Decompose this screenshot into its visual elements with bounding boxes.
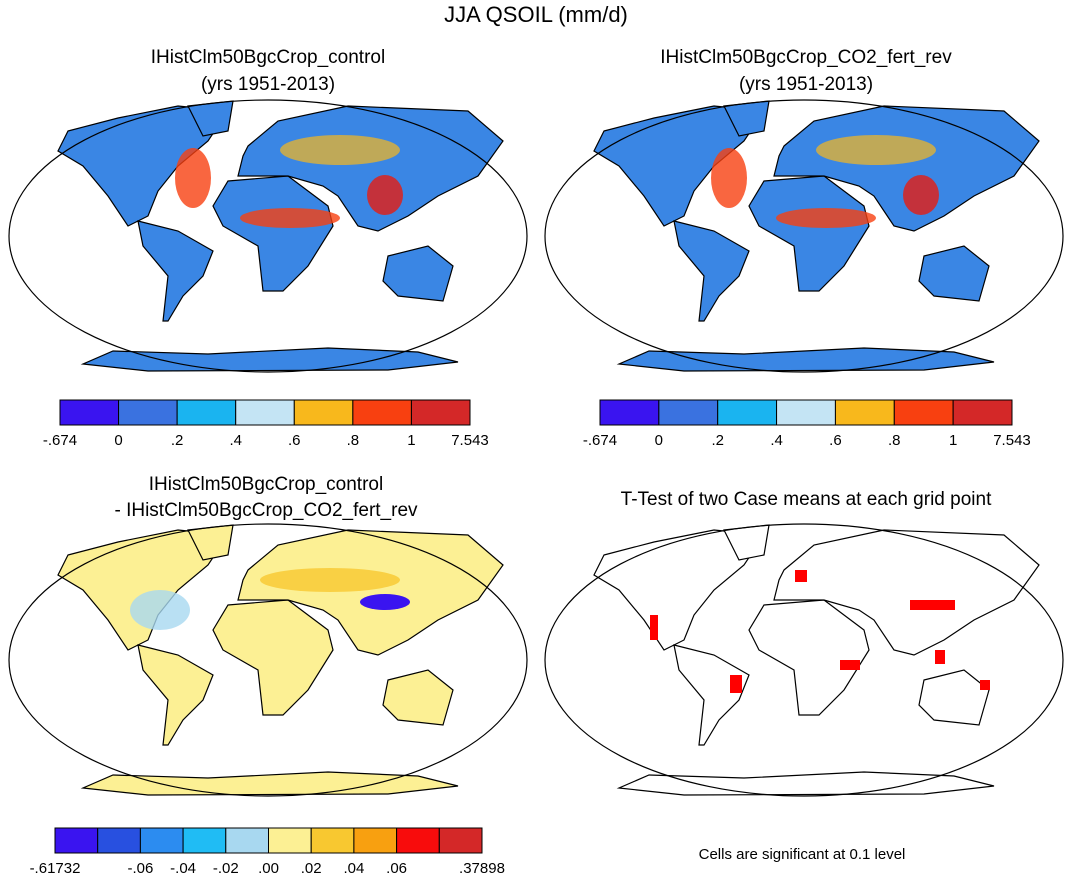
colorbar-box [438,827,483,854]
colorbar-box [97,827,141,854]
colorbar-box [952,399,1013,426]
colorbar-label: .4 [229,432,242,449]
colorbar-label: .02 [301,860,322,874]
colorbar-box [410,399,471,426]
colorbar-box [776,399,836,426]
colorbar-box [235,399,295,426]
panel-title: IHistClm50BgcCrop_control [149,474,383,495]
colorbar-box [396,827,440,854]
colorbar-label: 0 [114,432,122,449]
colorbar-label: 1 [407,432,415,449]
colorbar-box [225,827,270,854]
colorbar-box [59,399,120,426]
map [8,523,528,797]
colorbar-box [268,827,312,854]
colorbar-label: .6 [288,432,301,449]
colorbar-label: 7.543 [451,432,489,449]
colorbar-label: 7.543 [993,432,1031,449]
colorbar-label: -.61732 [30,860,81,874]
colorbar-label: -.02 [213,860,239,874]
colorbar-box [893,399,954,426]
colorbar-label: .2 [171,432,184,449]
colorbar-box [717,399,778,426]
colorbar-label: -.06 [127,860,153,874]
colorbar-box [599,399,660,426]
panel-title: IHistClm50BgcCrop_control [151,47,385,68]
panel-title: IHistClm50BgcCrop_CO2_fert_rev [660,47,952,68]
map [544,99,1064,373]
map [8,99,528,373]
colorbar-label: .4 [770,432,783,449]
colorbar-label: -.674 [583,432,617,449]
colorbar-box [310,827,355,854]
colorbar-label: .37898 [459,860,505,874]
colorbar-box [353,827,398,854]
colorbar-box [182,827,227,854]
colorbar-label: .06 [386,860,407,874]
colorbar-box [54,827,99,854]
colorbar-label: .04 [343,860,364,874]
colorbar-box [352,399,412,426]
colorbar-label: .8 [888,432,901,449]
note: Cells are significant at 0.1 level [699,846,906,863]
panel-title: (yrs 1951-2013) [739,74,873,95]
panel-title: (yrs 1951-2013) [201,74,335,95]
colorbar-box [293,399,354,426]
colorbar-label: 1 [949,432,957,449]
colorbar-label: -.04 [170,860,196,874]
colorbar-label: .00 [258,860,279,874]
colorbar-box [834,399,895,426]
colorbar-box [658,399,719,426]
colorbar-label: 0 [655,432,663,449]
panel-title: T-Test of two Case means at each grid po… [621,489,992,510]
colorbar-label: .6 [829,432,842,449]
colorbar-box [118,399,178,426]
colorbar-label: .8 [347,432,360,449]
colorbar-label: -.674 [43,432,77,449]
figure-title: JJA QSOIL (mm/d) [444,2,628,27]
colorbar-box [139,827,184,854]
colorbar-label: .2 [711,432,724,449]
colorbar-box [176,399,237,426]
map [544,523,1064,797]
panel-title: - IHistClm50BgcCrop_CO2_fert_rev [114,500,418,521]
